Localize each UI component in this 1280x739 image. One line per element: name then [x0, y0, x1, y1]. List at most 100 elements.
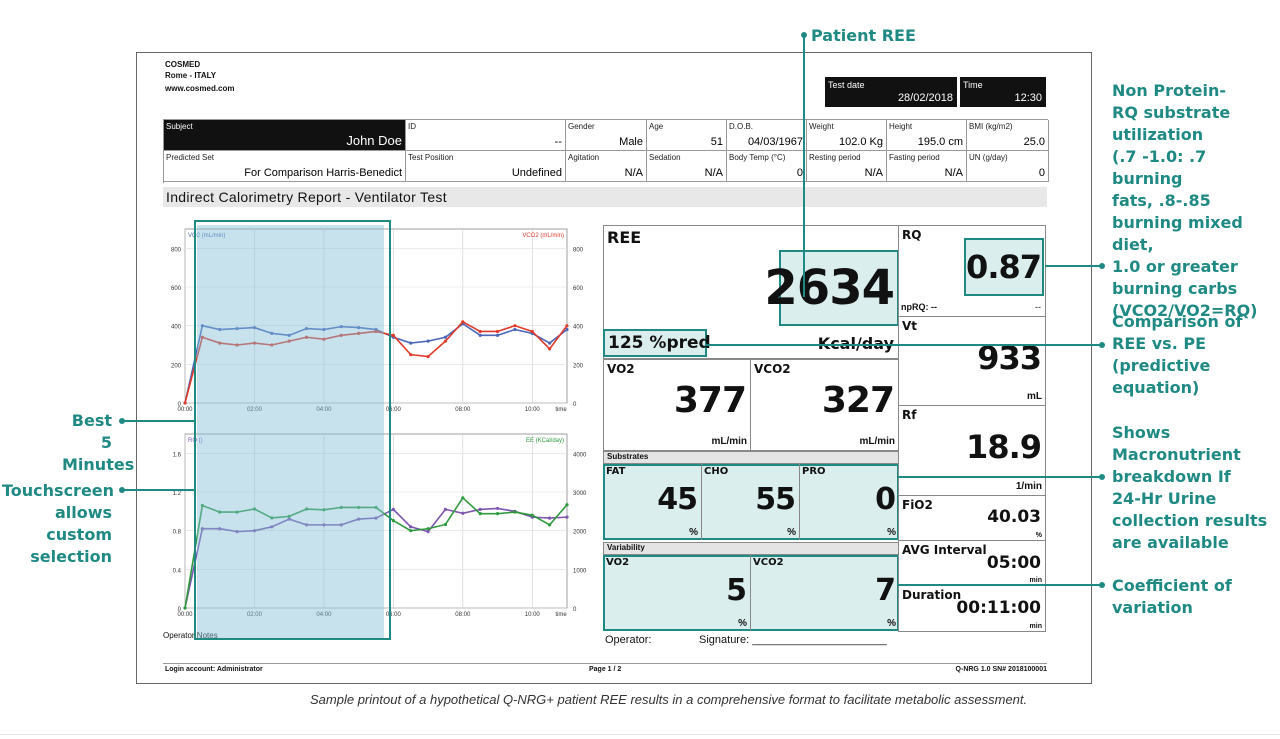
data-point [513, 510, 517, 514]
pro-panel: PRO 0 % [799, 464, 899, 540]
annotation-comparison: Comparison of REE vs. PE (predictive equat… [1112, 311, 1280, 399]
fat-value: 45 [657, 482, 698, 517]
data-point [304, 523, 309, 527]
info-label: Weight [809, 122, 834, 131]
annotation-line-text: 24-Hr Urine [1112, 489, 1217, 508]
ree-panel: REE 2634 125 %pred Kcal/day [603, 225, 899, 359]
info-value: N/A [864, 167, 883, 179]
info-cell: D.O.B. 04/03/1967 [727, 120, 807, 151]
y-tick-left: 800 [171, 247, 182, 253]
data-point [270, 516, 274, 520]
data-point [218, 510, 222, 514]
info-cell: BMI (kg/m2) 25.0 [967, 120, 1049, 151]
annotation-line-text: burning carbs [1112, 279, 1238, 298]
info-value: 102.0 Kg [838, 136, 883, 148]
data-point [426, 527, 430, 531]
y-tick-right: 3000 [573, 491, 587, 497]
legend-right: VCO2 (mL/min) [522, 233, 564, 239]
x-tick: 10:00 [525, 407, 541, 413]
annotation-dot [1099, 474, 1105, 480]
best-5-selection[interactable] [197, 225, 384, 638]
annotation-touchscreen: Touchscreen allows custom selection [2, 480, 115, 568]
info-label: Fasting period [889, 153, 940, 162]
data-point [235, 343, 239, 347]
ree-label: REE [607, 228, 642, 247]
data-point [322, 508, 326, 512]
rq-ee-chart: 0 0.4 0.8 1.2 1.6 0 1000 2000 3000 4000 00:00 02:00… [163, 428, 593, 628]
annotation-line [898, 476, 1101, 478]
data-point [235, 530, 239, 534]
bottom-divider [0, 734, 1280, 735]
pro-label: PRO [802, 466, 826, 477]
data-point [478, 333, 482, 337]
annotation-nprq: Non Protein- RQ substrate utilization (.7 -… [1112, 80, 1280, 322]
rq-panel: RQ 0.87 npRQ: -- -- [898, 225, 1046, 317]
x-tick: time [555, 407, 567, 413]
annotation-line-text: (VCO2/VO2=RQ) [1112, 301, 1258, 320]
info-value: 25.0 [1023, 136, 1045, 148]
annotation-line [898, 584, 1101, 586]
y-tick-right: 2000 [573, 530, 587, 536]
company-city: Rome - ITALY [165, 71, 217, 80]
data-point [287, 339, 291, 343]
annotation-line-text: Comparison of [1112, 312, 1243, 331]
rq-value: 0.87 [966, 248, 1042, 286]
data-point [252, 529, 257, 533]
data-point [443, 339, 448, 343]
info-label: BMI (kg/m2) [969, 122, 1013, 131]
info-cell: Weight 102.0 Kg [807, 120, 887, 151]
report-title-bar: Indirect Calorimetry Report - Ventilator… [163, 187, 1047, 207]
pro-value: 0 [875, 482, 896, 517]
info-value: John Doe [346, 133, 402, 148]
footer-version: Q-NRG 1.0 SN# 2018100001 [955, 666, 1047, 673]
data-point [478, 329, 482, 334]
info-cell: Body Temp (°C) 0 [727, 151, 807, 182]
info-value: Undefined [511, 167, 562, 179]
data-point [513, 327, 517, 332]
info-value: 0 [1038, 167, 1045, 179]
substrates-header: Substrates [603, 451, 899, 464]
annotation-line-text: collection results [1112, 511, 1268, 530]
data-point [426, 355, 430, 359]
annotation-line-text: RQ substrate [1112, 103, 1231, 122]
data-point [391, 333, 395, 337]
annotation-line-text: Touchscreen [2, 481, 115, 500]
data-point [200, 527, 204, 531]
data-point [287, 514, 291, 518]
info-cell: Height 195.0 cm [887, 120, 967, 151]
var-vco2-value: 7 [875, 573, 896, 608]
data-point [322, 327, 326, 332]
vo2-label: VO2 [607, 362, 635, 376]
footer-divider [163, 663, 1047, 664]
data-point [357, 331, 361, 335]
vo2-value: 377 [673, 380, 747, 421]
cho-panel: CHO 55 % [701, 464, 800, 540]
data-point [426, 339, 430, 343]
info-cell: Resting period N/A [807, 151, 887, 182]
annotation-line [803, 35, 805, 297]
data-point [183, 606, 187, 610]
test-date: 28/02/2018 [897, 92, 953, 104]
x-tick: 00:00 [177, 612, 193, 618]
data-point [478, 512, 482, 516]
fat-panel: FAT 45 % [603, 464, 702, 540]
info-cell: Sedation N/A [647, 151, 727, 182]
annotation-line [122, 420, 194, 422]
test-time-label: Time [963, 80, 983, 90]
x-tick: 00:00 [177, 407, 193, 413]
info-label: Resting period [809, 153, 861, 162]
data-point [409, 529, 413, 533]
data-point [200, 503, 204, 508]
data-point [322, 523, 326, 527]
data-point [200, 324, 204, 328]
data-point [391, 507, 395, 511]
info-cell: Subject John Doe [164, 120, 406, 151]
x-tick: 08:00 [455, 612, 471, 618]
data-point [252, 507, 257, 511]
annotation-macronutrient: Shows Macronutrient breakdown If 24-Hr Urin… [1112, 422, 1267, 554]
y-tick-right: 0 [573, 607, 577, 613]
data-point [548, 347, 552, 351]
duration-label: Duration [902, 588, 962, 602]
operator-notes: Operator Notes [163, 631, 218, 640]
rf-panel: Rf 18.9 1/min [898, 405, 1046, 496]
